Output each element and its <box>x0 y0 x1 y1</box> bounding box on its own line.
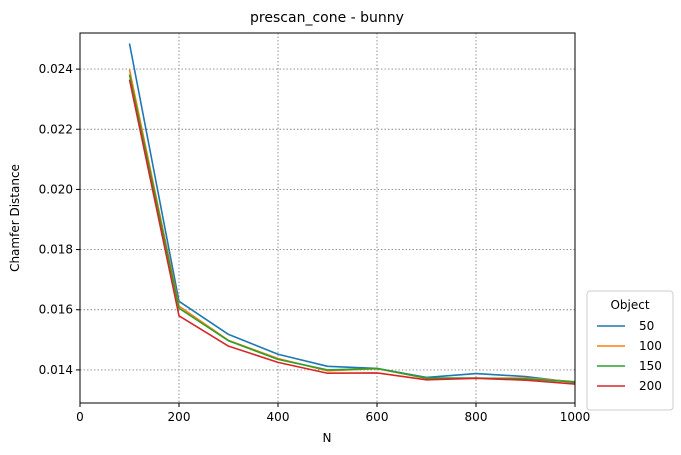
y-tick-label: 0.022 <box>39 122 73 136</box>
legend: Object 50 100 150 200 <box>586 290 674 411</box>
series-line-50 <box>128 43 576 384</box>
series-line-200 <box>128 79 576 385</box>
x-tick-label: 600 <box>366 410 389 424</box>
y-axis-ticks: 0.014 0.016 0.018 0.020 0.022 0.024 <box>39 62 80 377</box>
legend-label-100: 100 <box>639 339 662 353</box>
y-axis-label: Chamfer Distance <box>8 164 22 272</box>
plot-frame <box>79 32 576 404</box>
x-tick-label: 200 <box>168 410 191 424</box>
series-line-150 <box>128 74 576 383</box>
y-tick-label: 0.014 <box>39 363 73 377</box>
legend-title: Object <box>610 298 649 312</box>
legend-label-200: 200 <box>639 379 662 393</box>
x-axis-label: N <box>323 431 332 445</box>
x-axis-ticks: 0 200 400 600 800 1000 <box>76 403 590 424</box>
legend-label-150: 150 <box>639 359 662 373</box>
legend-entries: 50 100 150 200 <box>597 319 662 393</box>
series-lines <box>128 43 576 385</box>
x-tick-label: 400 <box>267 410 290 424</box>
x-tick-label: 1000 <box>560 410 591 424</box>
y-tick-label: 0.024 <box>39 62 73 76</box>
legend-label-50: 50 <box>639 319 654 333</box>
y-tick-label: 0.018 <box>39 243 73 257</box>
series-line-100 <box>128 69 576 383</box>
y-tick-label: 0.016 <box>39 303 73 317</box>
legend-box <box>586 290 674 411</box>
x-tick-label: 0 <box>76 410 84 424</box>
chart-title: prescan_cone - bunny <box>250 10 404 26</box>
y-tick-label: 0.020 <box>39 182 73 196</box>
grid <box>80 33 575 403</box>
x-tick-label: 800 <box>465 410 488 424</box>
